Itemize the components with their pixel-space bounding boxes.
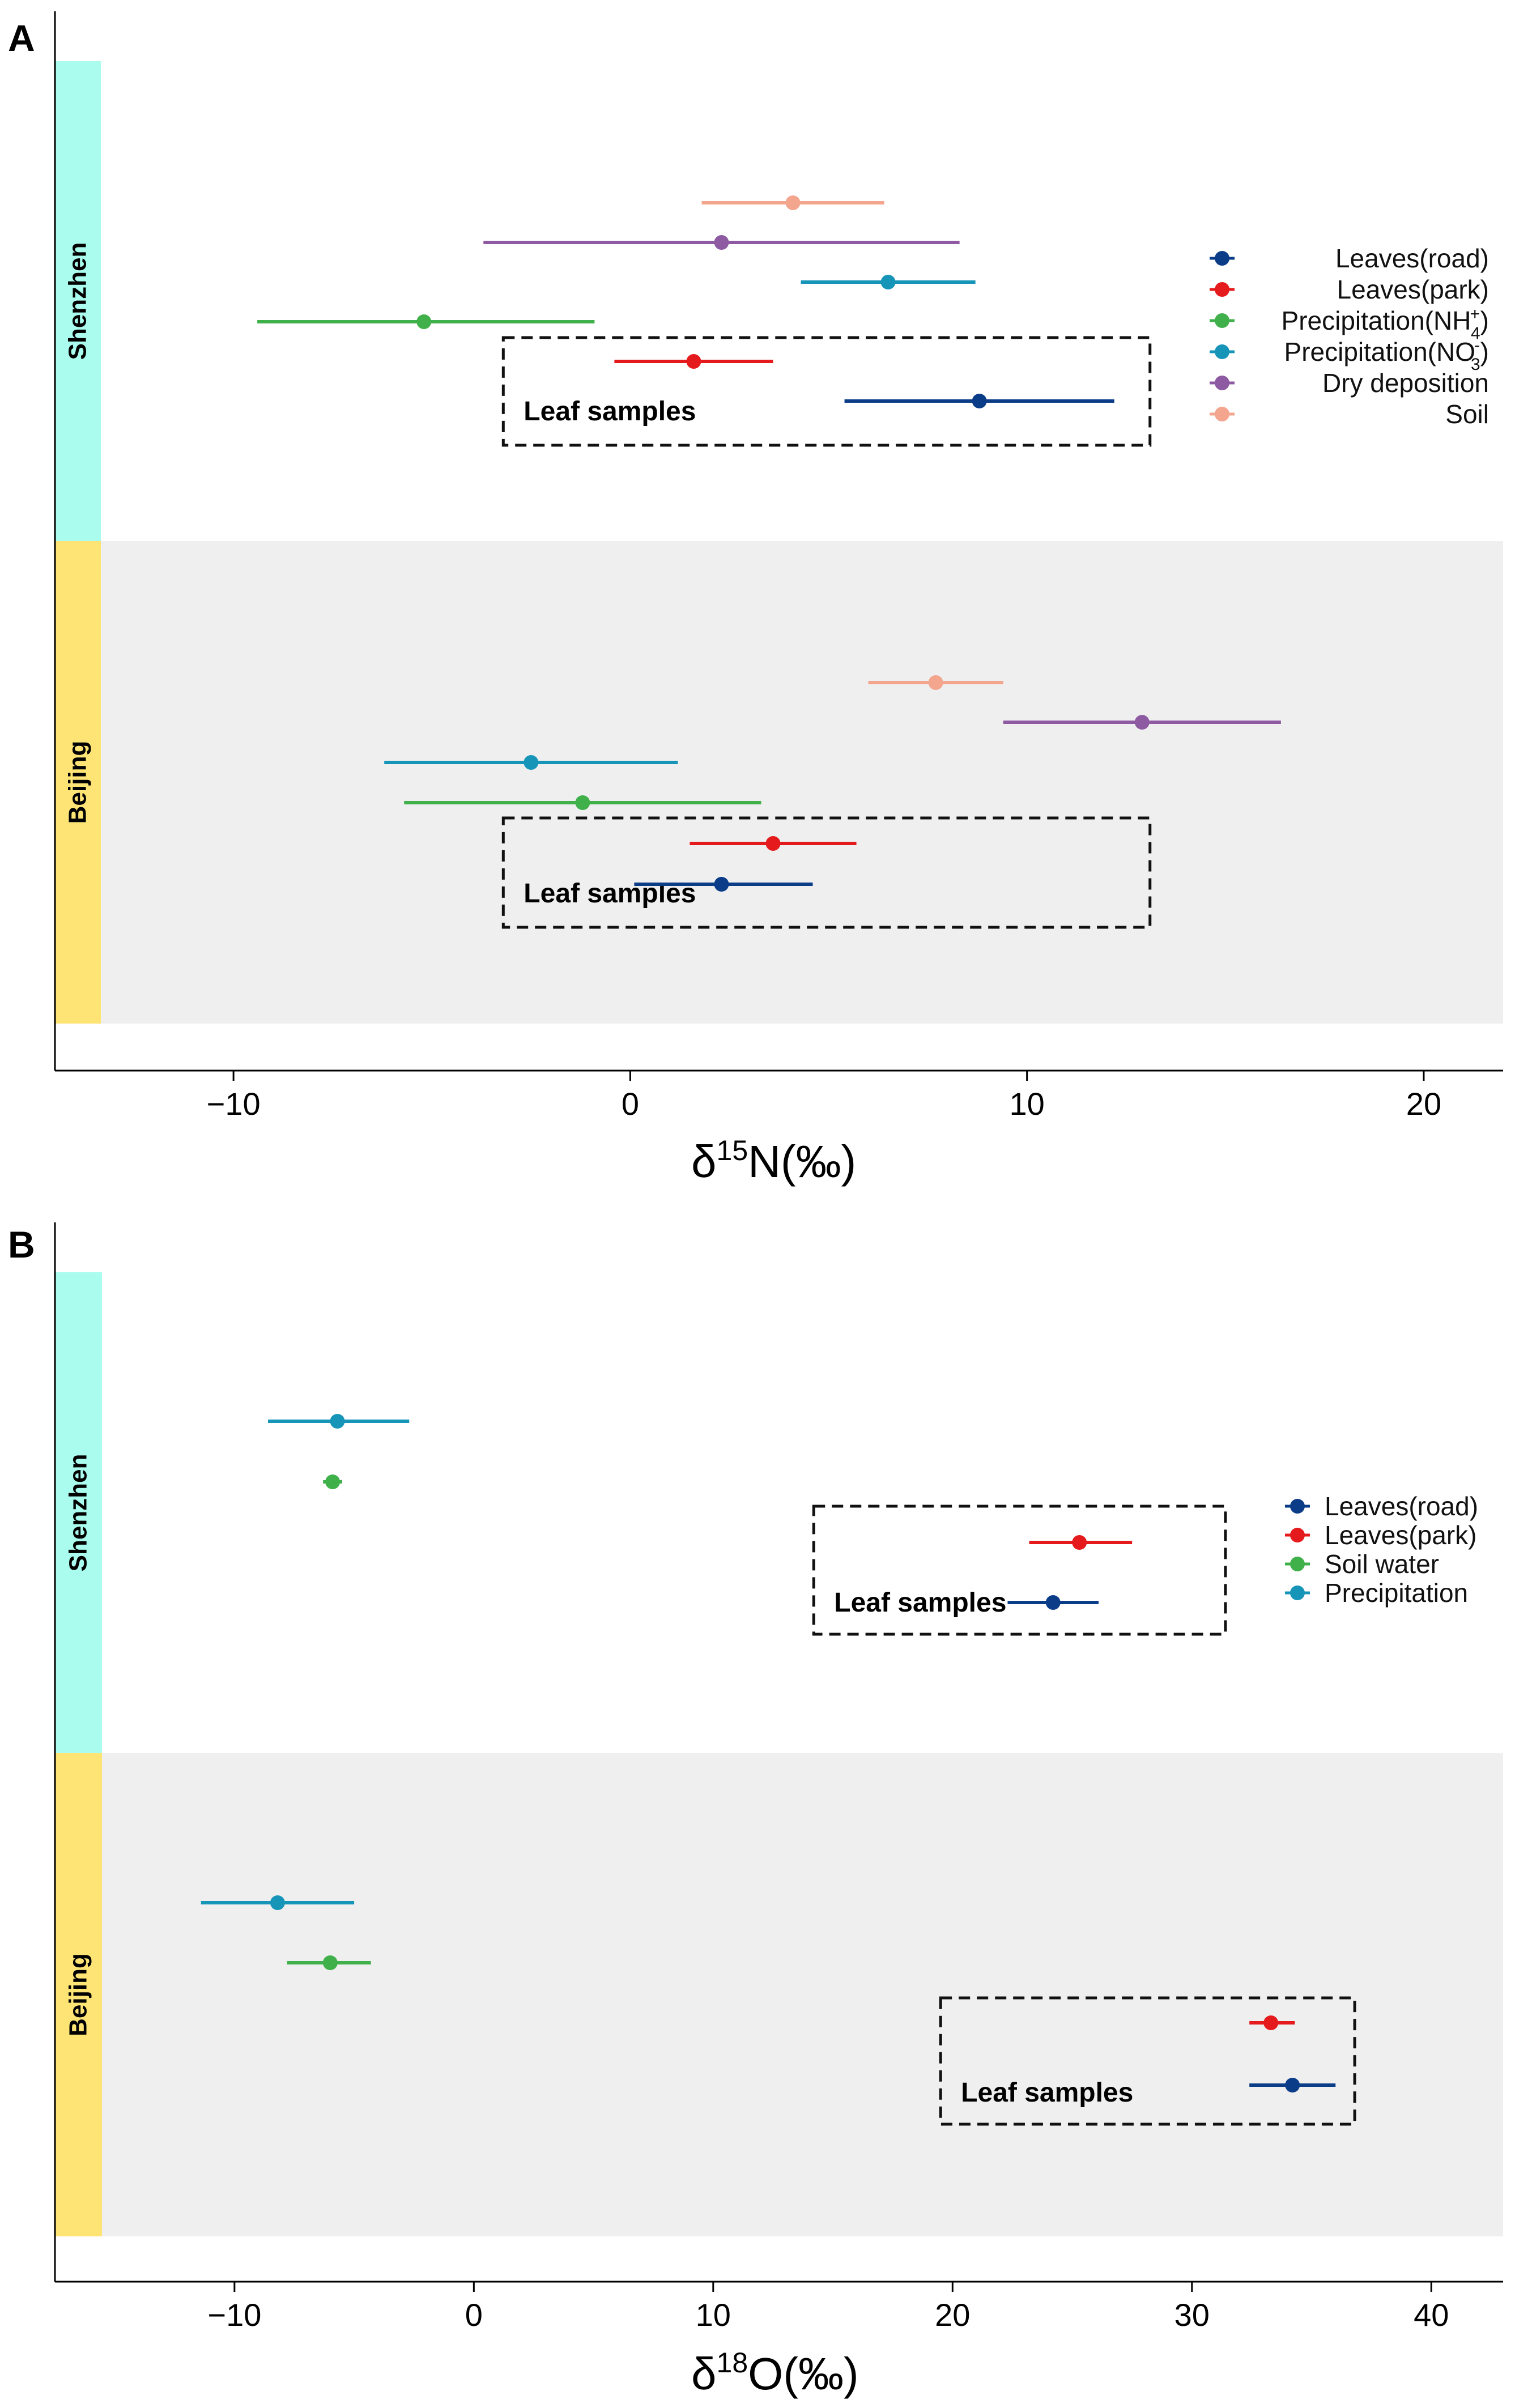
legend-item-precipitation-nh: Precipitation(NH+ 4) (1282, 305, 1489, 343)
legend-item-precipitation: Precipitation (1325, 1578, 1468, 1608)
x-tick-label: 10 (1010, 1086, 1045, 1122)
legend-item-leaves-road: Leaves(road) (1325, 1491, 1478, 1521)
facet-label-shenzhen: Shenzhen (65, 1454, 92, 1572)
panel-label-a: A (8, 17, 35, 59)
x-tick-label: 20 (1406, 1086, 1441, 1122)
x-tick-label: 0 (622, 1086, 639, 1122)
leaf-samples-label: Leaf samples (834, 1588, 1006, 1618)
leaf-samples-box (939, 1996, 1356, 2126)
point-precipitation (270, 1895, 285, 1910)
legend-key-point (1215, 376, 1229, 390)
x-tick-label: 10 (696, 2297, 731, 2333)
point-precipitation (330, 1414, 345, 1429)
x-tick-label: 40 (1414, 2297, 1449, 2333)
point-leaves-park (686, 354, 701, 369)
point-leaves-road (1045, 1595, 1061, 1610)
facet-strip-beijing (55, 541, 101, 1024)
legend-key-point (1215, 251, 1229, 266)
legend-key-point (1215, 344, 1229, 359)
point-precipitation-no3 (524, 755, 539, 770)
facet-background-shenzhen (101, 61, 1503, 541)
x-axis-title: δ15N(‰) (691, 1135, 856, 1187)
facet-background-shenzhen (102, 1272, 1503, 1753)
legend-key-point (1215, 407, 1229, 421)
point-precipitation-no3 (880, 275, 896, 289)
legend-key-point (1215, 313, 1229, 328)
point-soil-water (322, 1955, 338, 1970)
point-leaves-road (1285, 2078, 1300, 2092)
x-tick-label: 0 (465, 2297, 483, 2333)
panel-label-b: B (8, 1224, 35, 1265)
facet-label-shenzhen: Shenzhen (64, 242, 92, 360)
facet-background-beijing (101, 541, 1503, 1024)
legend-key-point (1215, 282, 1229, 297)
legend-key-point (1290, 1557, 1305, 1571)
panel-b: Shenzhen Beijing −10 0 10 20 30 40 δ18O(‰) B Leaf … (8, 1222, 1503, 2399)
legend-item-precipitation-no: Precipitation(NO-3) (1284, 336, 1489, 374)
x-tick-label: −10 (207, 1086, 261, 1122)
legend-key-point (1290, 1499, 1305, 1514)
leaf-samples-box (501, 816, 1152, 929)
point-soil (928, 675, 943, 690)
facet-strip-shenzhen (55, 61, 101, 541)
legend-item-leaves-park: Leaves(park) (1325, 1520, 1476, 1550)
point-leaves-park (765, 836, 781, 851)
panel-a: Shenzhen Beijing −10 0 10 20 δ15N(‰) A Leaf samp… (8, 11, 1503, 1187)
facet-label-beijing: Beijing (65, 1953, 92, 2036)
leaf-samples-box (501, 336, 1152, 447)
point-dry-deposition (1134, 715, 1150, 730)
point-soil (785, 195, 801, 210)
facet-strip-beijing (55, 1753, 102, 2236)
legend-item-leaves-park: Leaves(park) (1337, 275, 1489, 304)
point-precipitation-nh4 (575, 795, 590, 810)
x-tick-label: 30 (1174, 2297, 1210, 2333)
x-axis-title: δ18O(‰) (691, 2347, 859, 2399)
facet-background-beijing (102, 1753, 1503, 2236)
legend-item-dry-deposition: Dry deposition (1322, 368, 1489, 398)
point-leaves-road (972, 394, 987, 408)
x-tick-label: −10 (207, 2297, 261, 2333)
point-leaves-road (714, 877, 729, 892)
legend-item-leaves-road: Leaves(road) (1335, 244, 1489, 273)
point-precipitation-nh4 (416, 314, 432, 329)
facet-label-beijing: Beijing (64, 741, 92, 824)
leaf-samples-box (812, 1505, 1227, 1636)
facet-strip-shenzhen (55, 1272, 102, 1753)
legend-key-point (1290, 1586, 1305, 1600)
point-dry-deposition (714, 235, 729, 250)
point-soil-water (325, 1474, 341, 1489)
x-tick-label: 20 (935, 2297, 970, 2333)
point-leaves-park (1072, 1535, 1087, 1550)
point-leaves-park (1263, 2015, 1279, 2030)
leaf-samples-label: Leaf samples (524, 397, 696, 427)
leaf-samples-label: Leaf samples (961, 2078, 1133, 2108)
legend-item-soil: Soil (1445, 399, 1489, 429)
legend-item-soil-water: Soil water (1325, 1549, 1439, 1579)
legend-key-point (1290, 1528, 1305, 1542)
